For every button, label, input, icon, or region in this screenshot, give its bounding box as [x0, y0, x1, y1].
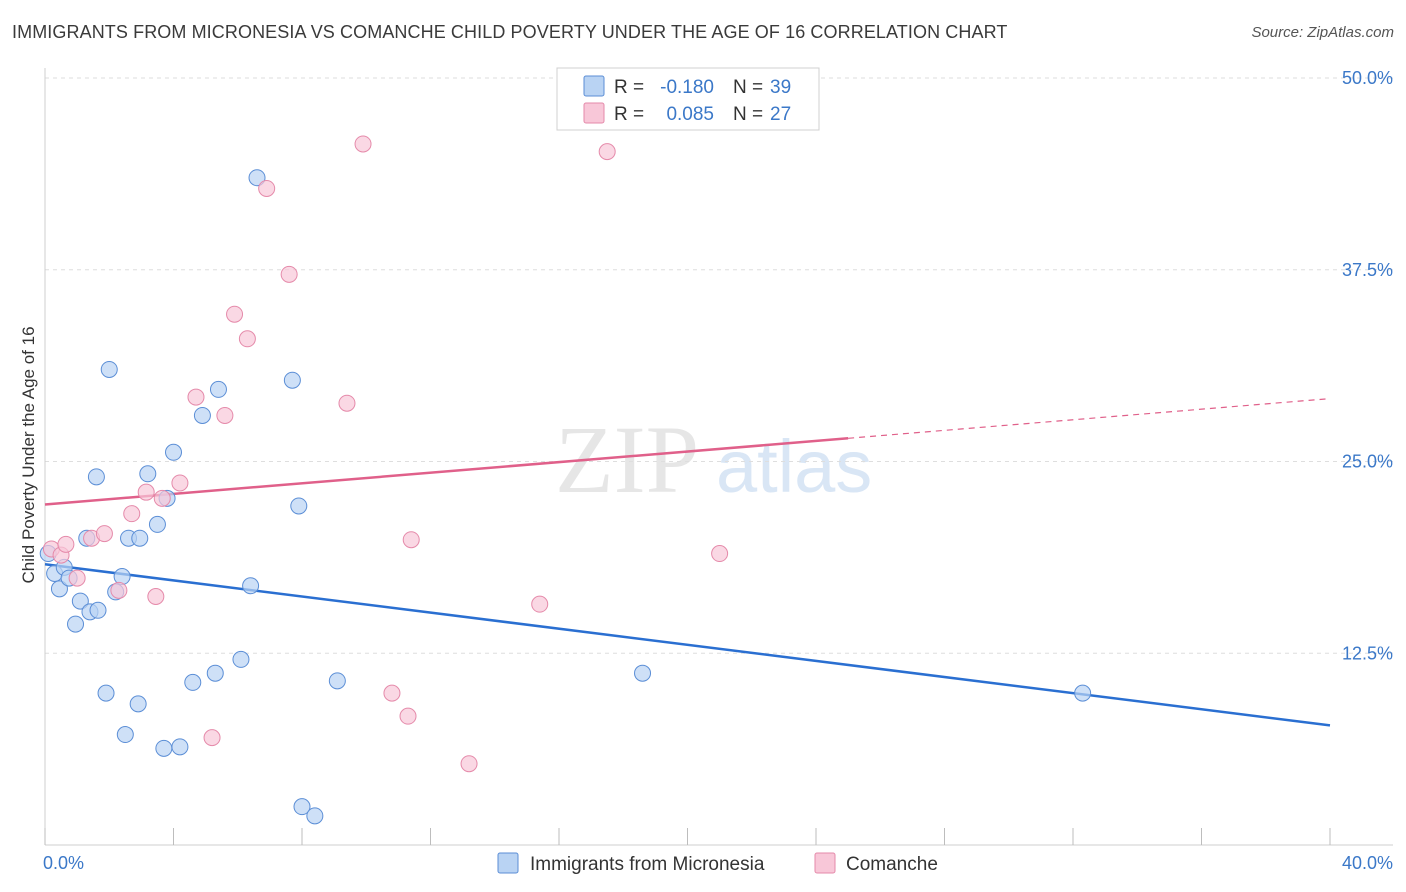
micronesia-point — [116, 726, 134, 744]
micronesia-point — [129, 695, 147, 713]
comanche-point — [354, 135, 372, 153]
legend-r-value-1: -0.180 — [660, 77, 714, 98]
trend-line — [44, 563, 1331, 727]
micronesia-point — [193, 406, 211, 424]
comanche-point — [258, 179, 276, 197]
micronesia-point — [71, 592, 89, 610]
y-tick-label: 37.5% — [1342, 260, 1393, 280]
comanche-point — [68, 569, 86, 587]
x-tick-label-max: 40.0% — [1342, 853, 1393, 873]
comanche-point — [57, 535, 75, 553]
comanche-point — [216, 406, 234, 424]
axes — [44, 68, 1393, 846]
micronesia-point — [50, 580, 68, 598]
micronesia-point — [67, 615, 85, 633]
comanche-point — [402, 531, 420, 549]
comanche-point — [187, 388, 205, 406]
comanche-point — [226, 305, 244, 323]
micronesia-point — [100, 360, 118, 378]
comanche-point — [137, 483, 155, 501]
series-legend: Immigrants from Micronesia Comanche — [497, 852, 938, 875]
legend-n-label-2: N = — [733, 104, 763, 125]
comanche-point — [110, 581, 128, 599]
legend-r-value-2: 0.085 — [666, 104, 714, 125]
comanche-point — [95, 525, 113, 543]
legend-label-micronesia: Immigrants from Micronesia — [530, 854, 765, 875]
trend-lines — [44, 398, 1331, 727]
x-tick-labels: 0.0% 40.0% — [43, 853, 1393, 873]
comanche-point — [598, 143, 616, 161]
comanche-point — [338, 394, 356, 412]
comanche-point — [153, 489, 171, 507]
chart-source: Source: ZipAtlas.com — [1251, 24, 1394, 41]
y-tick-label: 25.0% — [1342, 452, 1393, 472]
comanche-point — [147, 587, 165, 605]
legend-r-label-1: R = — [614, 77, 644, 98]
micronesia-point — [242, 577, 260, 595]
micronesia-point — [206, 664, 224, 682]
micronesia-point — [113, 568, 131, 586]
micronesia-point — [328, 672, 346, 690]
comanche-point — [531, 595, 549, 613]
micronesia-point — [306, 807, 324, 825]
comanche-point — [399, 707, 417, 725]
micronesia-point — [290, 497, 308, 515]
comanche-point — [171, 474, 189, 492]
legend-swatch-bottom-micronesia — [497, 852, 519, 874]
correlation-legend: R = -0.180 N = 39 R = 0.085 N = 27 — [556, 67, 820, 131]
legend-swatch-bottom-comanche — [814, 852, 836, 874]
x-tick-label-min: 0.0% — [43, 853, 84, 873]
y-tick-label: 50.0% — [1342, 68, 1393, 88]
micronesia-point — [283, 371, 301, 389]
micronesia-point — [89, 601, 107, 619]
comanche-point — [203, 729, 221, 747]
micronesia-point — [293, 798, 311, 816]
legend-n-value-2: 27 — [770, 104, 791, 125]
micronesia-point — [171, 738, 189, 756]
comanche-point — [383, 684, 401, 702]
micronesia-point — [155, 739, 173, 757]
micronesia-point — [184, 673, 202, 691]
chart-title: IMMIGRANTS FROM MICRONESIA VS COMANCHE C… — [12, 22, 1008, 42]
micronesia-point — [139, 465, 157, 483]
data-points — [39, 135, 1092, 825]
comanche-point — [280, 265, 298, 283]
micronesia-point — [232, 650, 250, 668]
trend-line-dashed — [848, 398, 1331, 439]
legend-r-label-2: R = — [614, 104, 644, 125]
micronesia-point — [97, 684, 115, 702]
watermark-atlas: atlas — [716, 425, 872, 508]
trend-line-solid — [44, 437, 849, 506]
micronesia-point — [1074, 684, 1092, 702]
grid-lines — [45, 77, 1393, 654]
legend-swatch-micronesia — [583, 75, 605, 97]
micronesia-point — [131, 529, 149, 547]
y-tick-label: 12.5% — [1342, 643, 1393, 663]
comanche-point — [238, 330, 256, 348]
comanche-point — [123, 505, 141, 523]
micronesia-point — [209, 380, 227, 398]
micronesia-point — [634, 664, 652, 682]
legend-n-value-1: 39 — [770, 77, 791, 98]
comanche-point — [711, 545, 729, 563]
legend-label-comanche: Comanche — [846, 854, 938, 875]
comanche-point — [460, 755, 478, 773]
micronesia-point — [165, 443, 182, 461]
legend-n-label-1: N = — [733, 77, 763, 98]
micronesia-point — [148, 515, 166, 533]
legend-swatch-comanche — [583, 102, 605, 124]
y-axis-label: Child Poverty Under the Age of 16 — [19, 326, 38, 583]
micronesia-point — [87, 468, 105, 486]
y-tick-labels: 12.5% 25.0% 37.5% 50.0% — [1342, 68, 1393, 663]
micronesia-point — [248, 169, 266, 187]
